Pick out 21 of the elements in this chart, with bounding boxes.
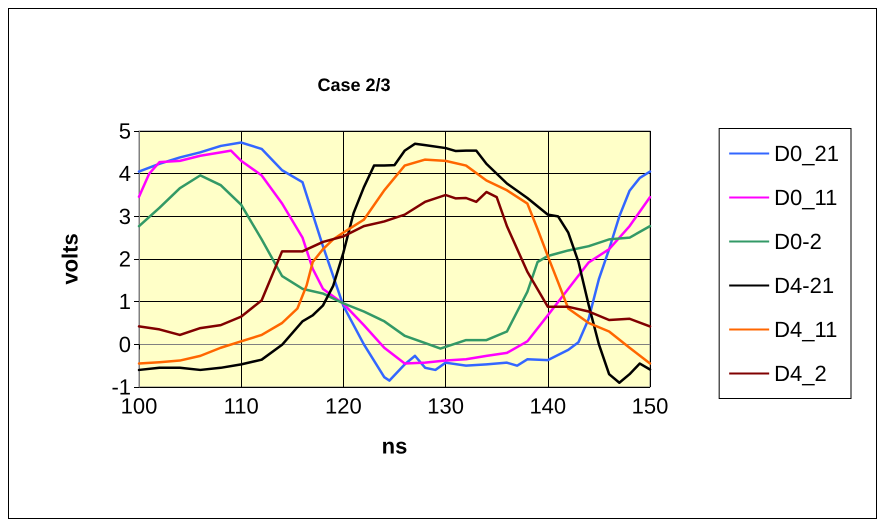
x-axis-title: ns xyxy=(382,434,408,458)
legend-label: D4-21 xyxy=(774,273,834,298)
y-tick-label: 0 xyxy=(118,332,131,357)
y-tick-label: 4 xyxy=(118,161,131,186)
legend-label: D4_2 xyxy=(774,361,827,386)
x-tick-label: 150 xyxy=(632,394,668,418)
x-tick-label: 130 xyxy=(427,394,464,418)
y-tick-label: 3 xyxy=(118,204,131,229)
legend-label: D0_11 xyxy=(774,185,838,210)
y-axis-title: volts xyxy=(58,233,82,285)
y-tick-label: 1 xyxy=(118,289,131,314)
x-tick-label: 120 xyxy=(325,394,362,418)
x-tick-label: 140 xyxy=(529,394,566,418)
legend-label: D0-2 xyxy=(774,229,822,254)
x-tick-label: 110 xyxy=(224,394,259,418)
y-tick-label: 2 xyxy=(118,246,131,272)
y-tick-label: 5 xyxy=(118,118,131,144)
line-series xyxy=(138,190,652,336)
chart-title: Case 2/3 xyxy=(317,75,391,95)
legend-label: D4_11 xyxy=(774,317,838,342)
legend-label: D0_21 xyxy=(774,141,840,166)
